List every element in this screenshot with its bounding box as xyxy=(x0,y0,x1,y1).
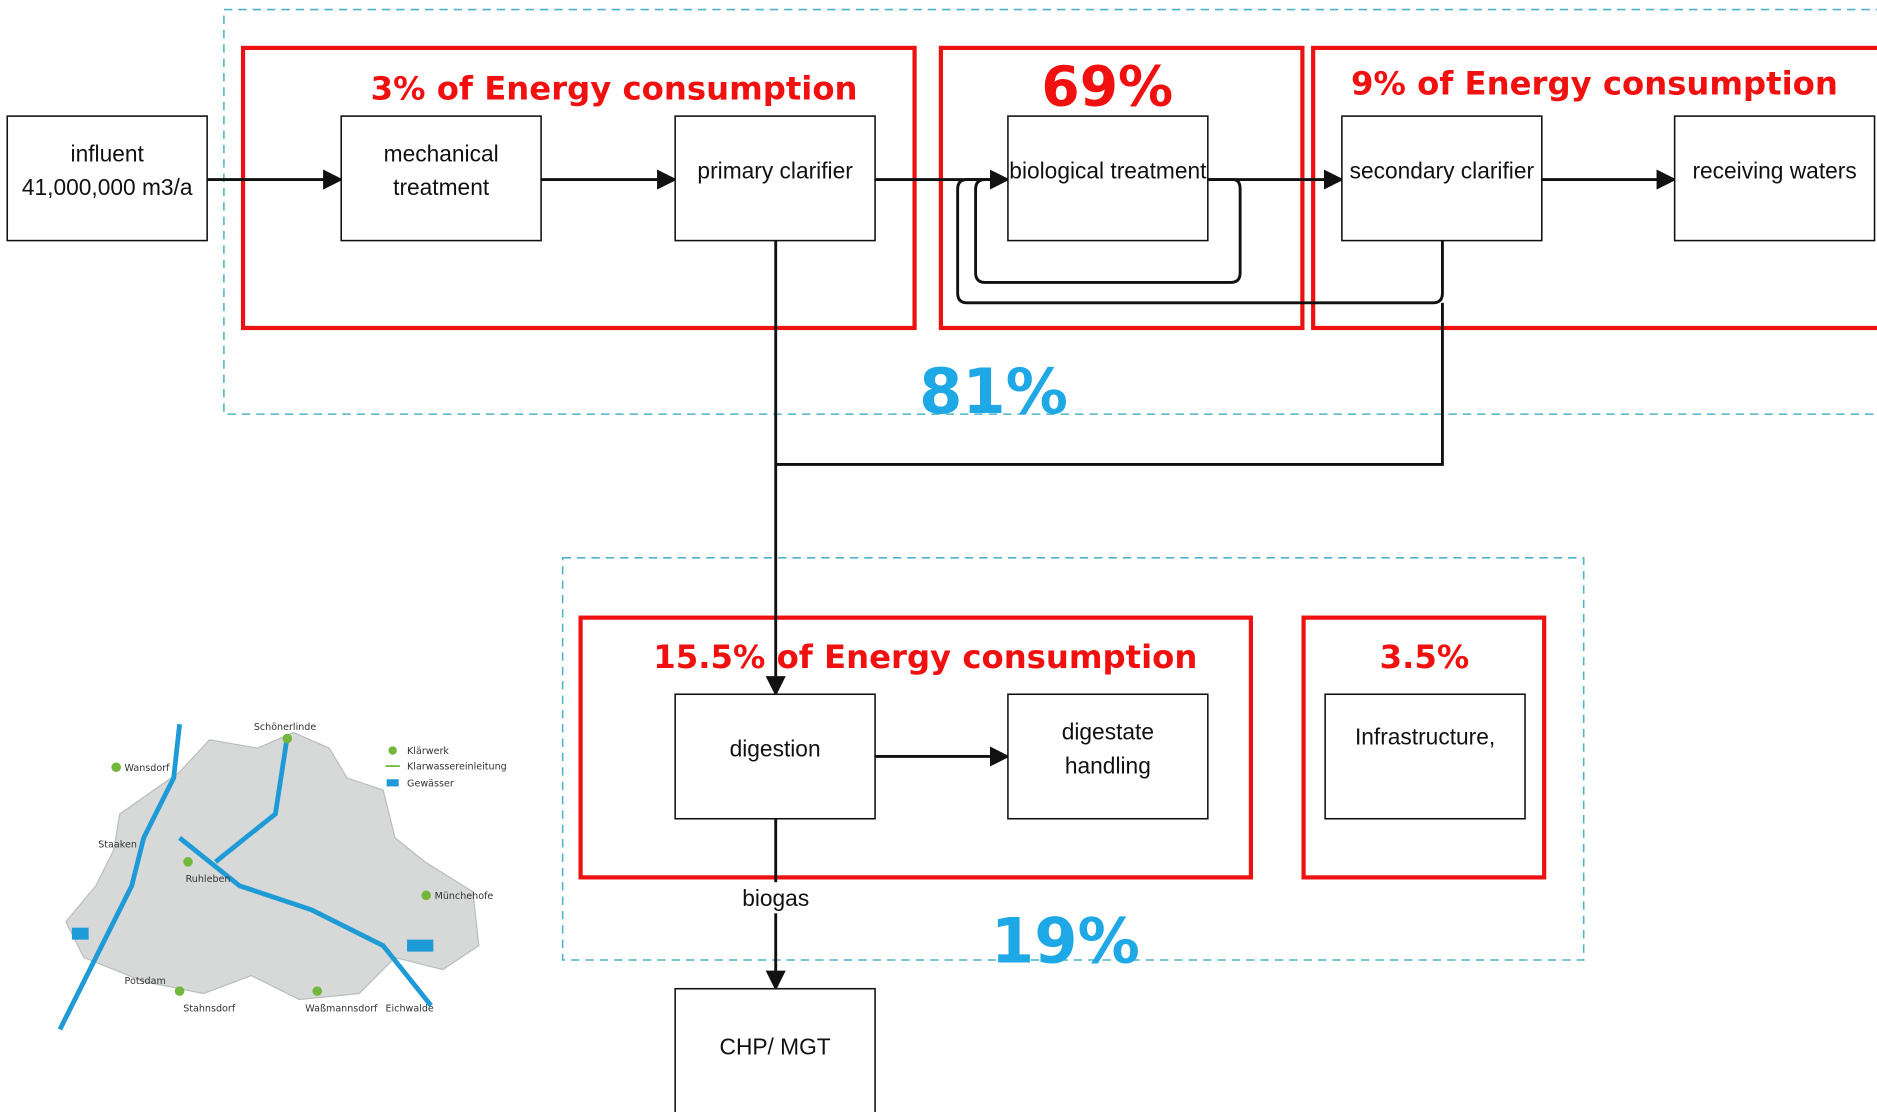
node-label: receiving waters xyxy=(1692,157,1856,183)
map-label: Waßmannsdorf xyxy=(305,1003,378,1014)
map: Schönerlinde Wansdorf Ruhleben Münchehofe St… xyxy=(57,722,507,1031)
node-label: secondary clarifier xyxy=(1350,157,1535,183)
legend-dot xyxy=(388,746,397,755)
plant-dot xyxy=(282,733,293,744)
node: primary clarifier xyxy=(674,115,876,242)
edges: biogas xyxy=(207,169,1677,991)
total: 19% xyxy=(991,904,1140,977)
lake xyxy=(407,939,434,952)
lake xyxy=(71,927,89,940)
node-box xyxy=(674,693,876,820)
recycle-loop xyxy=(956,178,1444,305)
group-box xyxy=(240,45,917,331)
map-label: Stahnsdorf xyxy=(183,1003,236,1014)
legend-label: Klarwassereinleitung xyxy=(407,762,507,773)
map-points: Schönerlinde Wansdorf Ruhleben Münchehofe St… xyxy=(98,722,493,1014)
nodes: influent 41,000,000 m3/a mechanical treatme… xyxy=(6,115,1876,1112)
node-label: treatment xyxy=(393,174,490,200)
legend-swatch xyxy=(386,779,399,787)
map-label: Schönerlinde xyxy=(254,722,317,733)
group-label: 15.5% of Energy consumption xyxy=(653,638,1197,676)
node-label: mechanical xyxy=(384,141,499,167)
map-label: Potsdam xyxy=(125,976,166,987)
plant-dot xyxy=(111,762,121,773)
node-box xyxy=(340,115,542,242)
map-label: Münchehofe xyxy=(435,891,494,902)
node-box xyxy=(1007,115,1209,242)
node: digestion xyxy=(674,693,876,820)
group-label: 3.5% xyxy=(1380,638,1470,676)
node: influent 41,000,000 m3/a xyxy=(6,115,208,242)
group-label: 69% xyxy=(1041,54,1173,118)
map-label: Staaken xyxy=(98,839,137,850)
node: Infrastructure, xyxy=(1324,693,1526,820)
region-sludge xyxy=(561,557,1585,961)
plant-dot xyxy=(312,986,323,996)
node: receiving waters xyxy=(1673,115,1876,242)
node-box xyxy=(674,115,876,242)
group-box xyxy=(1301,615,1547,880)
label-bg xyxy=(732,882,819,914)
node: digestate handling xyxy=(1007,693,1209,820)
node-box xyxy=(6,115,208,242)
node-label: digestate xyxy=(1062,719,1154,745)
node-label: handling xyxy=(1065,752,1151,778)
node: secondary clarifier xyxy=(1341,115,1543,242)
plant-dot xyxy=(174,986,185,996)
map-label: Ruhleben xyxy=(186,874,231,885)
rivers xyxy=(57,723,433,1031)
plant-dot xyxy=(421,890,431,901)
total: 81% xyxy=(919,355,1068,428)
node: biological treatment xyxy=(1007,115,1209,242)
group-label: 3% of Energy consumption xyxy=(371,69,858,107)
node-label: CHP/ MGT xyxy=(720,1034,831,1060)
node-label: primary clarifier xyxy=(697,157,853,183)
map-label: Eichwalde xyxy=(385,1003,433,1014)
node-box xyxy=(1673,115,1876,242)
legend-label: Klärwerk xyxy=(407,746,449,757)
group-box xyxy=(578,615,1254,880)
node-label: digestion xyxy=(730,735,821,761)
node-label: biological treatment xyxy=(1009,157,1207,183)
sludge-line xyxy=(775,302,1444,466)
node: CHP/ MGT xyxy=(674,987,876,1112)
node-box xyxy=(1324,693,1526,820)
node-label: 41,000,000 m3/a xyxy=(22,174,193,200)
node-box xyxy=(1007,693,1209,820)
node-box xyxy=(1341,115,1543,242)
node-label: Infrastructure, xyxy=(1355,724,1495,750)
recycle-loop xyxy=(974,178,1242,284)
map-label: Wansdorf xyxy=(125,763,171,774)
edge-label: biogas xyxy=(742,885,809,911)
group-box xyxy=(938,45,1305,331)
node: mechanical treatment xyxy=(340,115,542,242)
plant-dot xyxy=(183,857,193,867)
group-box xyxy=(1311,45,1877,331)
node-box xyxy=(674,987,876,1112)
node-label: influent xyxy=(71,141,145,167)
group-label: 9% of Energy consumption xyxy=(1351,65,1838,103)
legend-label: Gewässer xyxy=(407,778,454,789)
